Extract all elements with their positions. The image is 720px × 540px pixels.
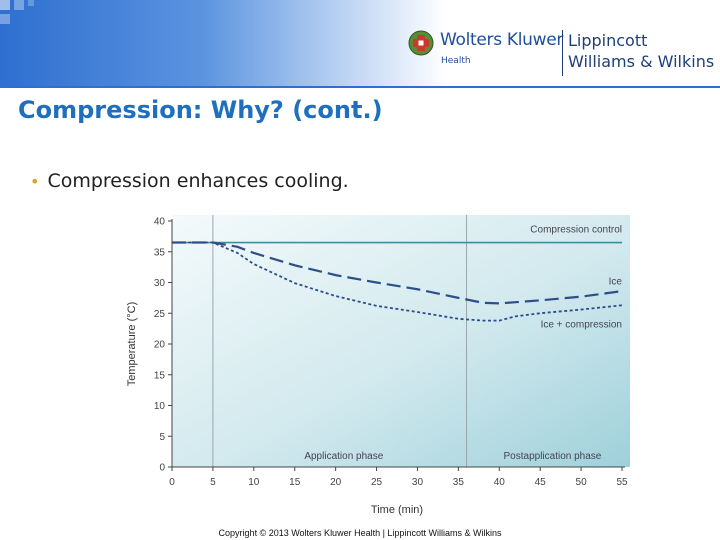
series-label-1: Compression control <box>530 225 622 236</box>
y-axis-title: Temperature (°C) <box>126 302 138 386</box>
plot-background <box>172 215 630 467</box>
phase-label-application: Application phase <box>304 451 383 462</box>
x-tick-label: 45 <box>535 477 547 488</box>
x-tick-label: 5 <box>210 477 216 488</box>
header-rule <box>0 86 720 88</box>
x-tick-label: 0 <box>169 477 175 488</box>
logo-divider <box>562 30 563 76</box>
x-tick-label: 30 <box>412 477 424 488</box>
y-tick-label: 35 <box>154 247 166 258</box>
partner-line-1: Lippincott <box>568 31 648 50</box>
series-line-2 <box>172 241 623 305</box>
phase-label-postapplication: Postapplication phase <box>504 451 602 462</box>
x-tick-label: 25 <box>371 477 383 488</box>
x-tick-label: 35 <box>453 477 465 488</box>
y-tick-label: 40 <box>154 217 166 228</box>
y-tick-label: 15 <box>154 370 166 381</box>
y-tick-label: 25 <box>154 309 166 320</box>
logo-subtitle: Health <box>441 56 471 66</box>
header-banner: Wolters Kluwer Health Lippincott William… <box>0 0 720 88</box>
bullet-dot-icon: • <box>30 172 40 191</box>
series-line-3 <box>172 241 623 322</box>
y-tick-label: 5 <box>159 432 165 443</box>
y-tick-label: 20 <box>154 340 166 351</box>
bullet-text: Compression enhances cooling. <box>47 170 349 192</box>
x-tick-label: 20 <box>330 477 342 488</box>
x-tick-label: 55 <box>616 477 628 488</box>
copyright-text: Copyright © 2013 Wolters Kluwer Health |… <box>218 528 502 538</box>
x-tick-label: 40 <box>494 477 506 488</box>
y-tick-label: 0 <box>159 463 165 474</box>
bullet-item: • Compression enhances cooling. <box>30 170 349 192</box>
partner-line-2: Williams & Wilkins <box>568 52 715 71</box>
x-axis-title: Time (min) <box>371 504 423 516</box>
y-tick-label: 30 <box>154 278 166 289</box>
series-label-2: Ice <box>609 276 623 287</box>
partner-wordmark: Lippincott Williams & Wilkins <box>568 30 714 72</box>
x-tick-label: 15 <box>289 477 301 488</box>
series-label-3: Ice + compression <box>541 319 622 330</box>
chart-svg: 0 5 10 15 20 25 30 35 40 0 5 10 15 20 25 30 35 40 45 50 55 Ti… <box>126 215 630 516</box>
x-tick-label: 50 <box>576 477 588 488</box>
logo-wordmark: Wolters Kluwer <box>440 30 564 50</box>
globe-icon <box>408 30 434 56</box>
publisher-logo: Wolters Kluwer Health Lippincott William… <box>408 26 720 76</box>
x-tick-label: 10 <box>248 477 260 488</box>
y-tick-label: 10 <box>154 401 166 412</box>
temperature-chart: 0 5 10 15 20 25 30 35 40 0 5 10 15 20 25 30 35 40 45 50 55 Ti… <box>120 210 640 520</box>
slide-title: Compression: Why? (cont.) <box>18 96 383 124</box>
